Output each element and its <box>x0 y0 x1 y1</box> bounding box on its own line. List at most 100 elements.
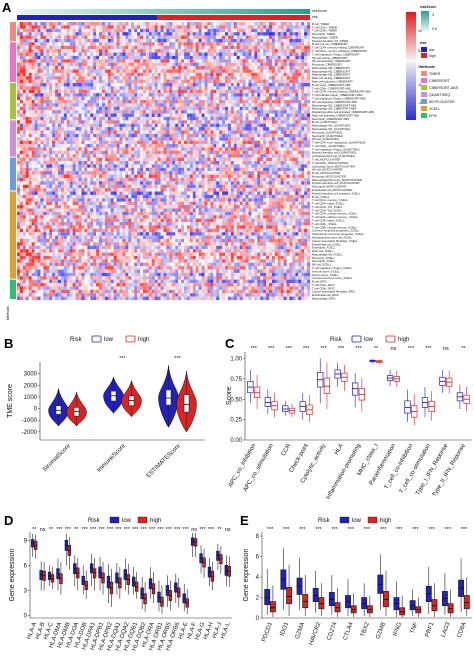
heatmap-cell <box>142 123 147 128</box>
heatmap-cell <box>160 171 164 175</box>
heatmap-cell <box>148 69 152 73</box>
heatmap-cell <box>93 167 97 172</box>
heatmap-cell <box>131 49 135 53</box>
heatmap-cell <box>283 123 287 128</box>
heatmap-cell <box>175 113 179 118</box>
heatmap-cell <box>96 161 100 165</box>
heatmap-cell <box>307 66 311 70</box>
heatmap-cell <box>210 177 214 182</box>
heatmap-cell <box>263 167 267 172</box>
heatmap-cell <box>104 106 108 111</box>
heatmap-cell <box>122 38 126 43</box>
heatmap-cell <box>122 52 126 56</box>
heatmap-cell <box>87 89 91 94</box>
heatmap-cell <box>90 144 94 148</box>
heatmap-cell <box>19 184 23 189</box>
heatmap-cell <box>307 133 311 138</box>
heatmap-cell <box>307 164 311 168</box>
heatmap-cell <box>43 86 47 90</box>
heatmap-cell <box>131 113 135 118</box>
heatmap-cell <box>63 45 67 50</box>
heatmap-cell <box>55 154 59 158</box>
heatmap-cell <box>286 133 290 138</box>
heatmap-cell <box>248 154 252 158</box>
heatmap-cell <box>163 79 167 84</box>
heatmap-cell <box>227 35 231 40</box>
heatmap-cell <box>84 167 88 172</box>
heatmap-cell <box>222 76 226 80</box>
heatmap-cell <box>304 86 308 90</box>
heatmap-cell <box>116 22 120 26</box>
heatmap-cell <box>219 188 223 192</box>
heatmap-cell <box>78 103 82 107</box>
heatmap-cell <box>148 83 152 87</box>
heatmap-cell <box>304 69 308 73</box>
heatmap-cell <box>75 93 79 97</box>
heatmap-cell <box>251 79 255 84</box>
heatmap-cell <box>280 127 284 131</box>
heatmap-cell <box>210 42 214 46</box>
heatmap-cell <box>46 38 50 43</box>
heatmap-cell <box>216 137 220 141</box>
heatmap-cell <box>304 89 308 94</box>
heatmap-cell <box>227 177 231 182</box>
heatmap-cell <box>236 76 240 80</box>
heatmap-cell <box>298 69 302 73</box>
heatmap-cell <box>99 55 103 60</box>
heatmap-cell <box>181 25 185 29</box>
heatmap-cell <box>78 55 82 60</box>
heatmap-cell <box>195 86 199 90</box>
heatmap-cell <box>160 49 164 53</box>
heatmap-cell <box>131 154 135 158</box>
heatmap-cell <box>31 55 35 60</box>
heatmap-cell <box>236 174 240 179</box>
heatmap-cell <box>172 130 176 134</box>
heatmap-cell <box>304 123 308 128</box>
heatmap-cell <box>107 86 111 90</box>
heatmap-cell <box>178 86 182 90</box>
heatmap-cell <box>37 103 41 107</box>
heatmap-cell <box>195 69 199 73</box>
heatmap-cell <box>157 28 161 33</box>
heatmap-cell <box>157 106 161 111</box>
heatmap-cell <box>166 106 170 111</box>
heatmap-cell <box>236 171 240 175</box>
heatmap-cell <box>301 164 305 168</box>
heatmap-cell <box>69 103 73 107</box>
heatmap-cell <box>55 188 59 192</box>
heatmap-cell <box>142 188 147 192</box>
heatmap-cell <box>142 110 147 114</box>
heatmap-cell <box>301 120 305 124</box>
heatmap-cell <box>87 127 91 131</box>
heatmap-cell <box>43 52 47 56</box>
heatmap-cell <box>286 154 290 158</box>
heatmap-cell <box>78 164 82 168</box>
heatmap-cell <box>242 164 246 168</box>
heatmap-cell <box>40 89 44 94</box>
heatmap-cell <box>198 184 202 189</box>
heatmap-cell <box>122 22 126 26</box>
heatmap-cell <box>268 127 273 131</box>
heatmap-cell <box>283 28 287 33</box>
heatmap-cell <box>230 181 234 185</box>
heatmap-cell <box>66 133 70 138</box>
heatmap-cell <box>254 99 258 104</box>
heatmap-cell <box>63 96 67 101</box>
heatmap-cell <box>148 89 152 94</box>
heatmap-cell <box>25 127 29 131</box>
heatmap-cell <box>128 86 132 90</box>
heatmap-cell <box>84 49 88 53</box>
heatmap-cell <box>181 35 185 40</box>
heatmap-cell <box>90 171 94 175</box>
heatmap-cell <box>87 157 91 162</box>
heatmap-cell <box>257 130 261 134</box>
heatmap-cell <box>75 174 79 179</box>
heatmap-cell <box>84 150 88 155</box>
heatmap-cell <box>148 144 152 148</box>
heatmap-cell <box>277 116 281 121</box>
heatmap-cell <box>25 66 29 70</box>
heatmap-cell <box>204 188 208 192</box>
heatmap-cell <box>248 28 252 33</box>
heatmap-cell <box>268 167 273 172</box>
heatmap-cell <box>286 167 290 172</box>
